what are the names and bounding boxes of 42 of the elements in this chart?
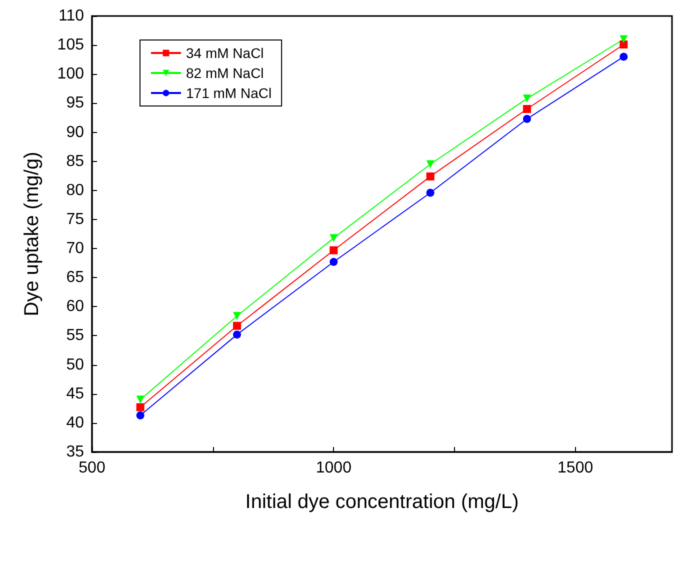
point — [136, 403, 144, 412]
point — [426, 160, 434, 168]
y-tick-label: 60 — [66, 298, 84, 316]
y-tick-label: 65 — [66, 269, 84, 286]
x-tick-label: 500 — [78, 460, 106, 476]
point — [233, 312, 241, 320]
legend-label: 82 mM NaCl — [186, 65, 264, 81]
y-tick-label: 90 — [66, 124, 84, 141]
y-tick-label: 75 — [66, 210, 84, 228]
y-tick-label: 100 — [57, 66, 84, 83]
point — [233, 330, 241, 339]
point — [523, 94, 531, 103]
y-tick-label: 40 — [66, 414, 84, 432]
point — [523, 105, 531, 114]
y-tick-label: 110 — [58, 8, 84, 24]
y-tick-label: 35 — [66, 444, 84, 460]
point — [620, 52, 628, 61]
point — [136, 396, 144, 404]
y-tick-label: 85 — [66, 152, 84, 170]
y-tick-label: 50 — [66, 356, 84, 374]
point — [233, 322, 241, 330]
point — [523, 114, 531, 123]
y-tick-label: 45 — [66, 385, 84, 402]
y-tick-label: 105 — [57, 36, 84, 54]
x-tick-label: 1000 — [316, 460, 352, 476]
y-tick-label: 80 — [66, 182, 84, 199]
point — [136, 411, 144, 420]
y-axis-title: Dye uptake (mg/g) — [21, 152, 43, 316]
point — [330, 258, 338, 266]
y-tick-label: 55 — [66, 327, 84, 344]
legend-label: 34 mM NaCl — [186, 45, 264, 61]
point — [620, 35, 628, 44]
legend-label: 171 mM NaCl — [186, 85, 272, 101]
point — [620, 40, 628, 48]
x-axis-title: Initial dye concentration (mg/L) — [245, 491, 519, 513]
x-tick-label: 1500 — [558, 460, 594, 476]
point — [426, 188, 434, 197]
point — [330, 234, 338, 242]
y-tick-label: 95 — [66, 94, 84, 112]
point — [426, 172, 434, 180]
y-tick-label: 70 — [66, 240, 84, 258]
point — [330, 246, 338, 254]
